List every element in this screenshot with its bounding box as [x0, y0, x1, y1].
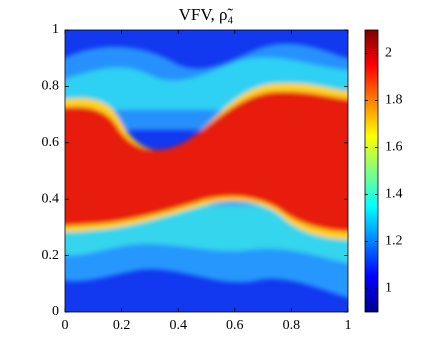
y-tick-label: 0.8: [42, 79, 60, 94]
y-tick-label: 0.6: [42, 135, 60, 150]
y-tick-label: 0.2: [42, 248, 60, 263]
colorbar-tick-label: 1.8: [385, 93, 403, 108]
x-tick-label: 0.8: [283, 318, 301, 333]
y-tick-label: 0: [52, 304, 59, 319]
colorbar-tick-label: 1.2: [385, 234, 403, 249]
plot-frame: [64, 29, 349, 313]
y-tick-label: 1: [52, 22, 59, 37]
colorbar-tick-label: 2: [385, 46, 392, 61]
x-tick-label: 0.2: [113, 318, 131, 333]
field-structure: [65, 43, 348, 298]
colorbar: [364, 29, 379, 313]
colorbar-tick-label: 1: [385, 281, 392, 296]
colorbar-tick-label: 1.4: [385, 187, 403, 202]
x-tick-label: 0.4: [169, 318, 187, 333]
colorbar-tick-label: 1.6: [385, 140, 403, 155]
x-tick-label: 0.6: [226, 318, 244, 333]
y-tick-label: 0.4: [42, 191, 60, 206]
chart-title: VFV, ρ̃₄: [179, 5, 234, 24]
x-tick-label: 0: [62, 318, 69, 333]
field: [65, 30, 348, 312]
x-tick-label: 1: [345, 318, 352, 333]
